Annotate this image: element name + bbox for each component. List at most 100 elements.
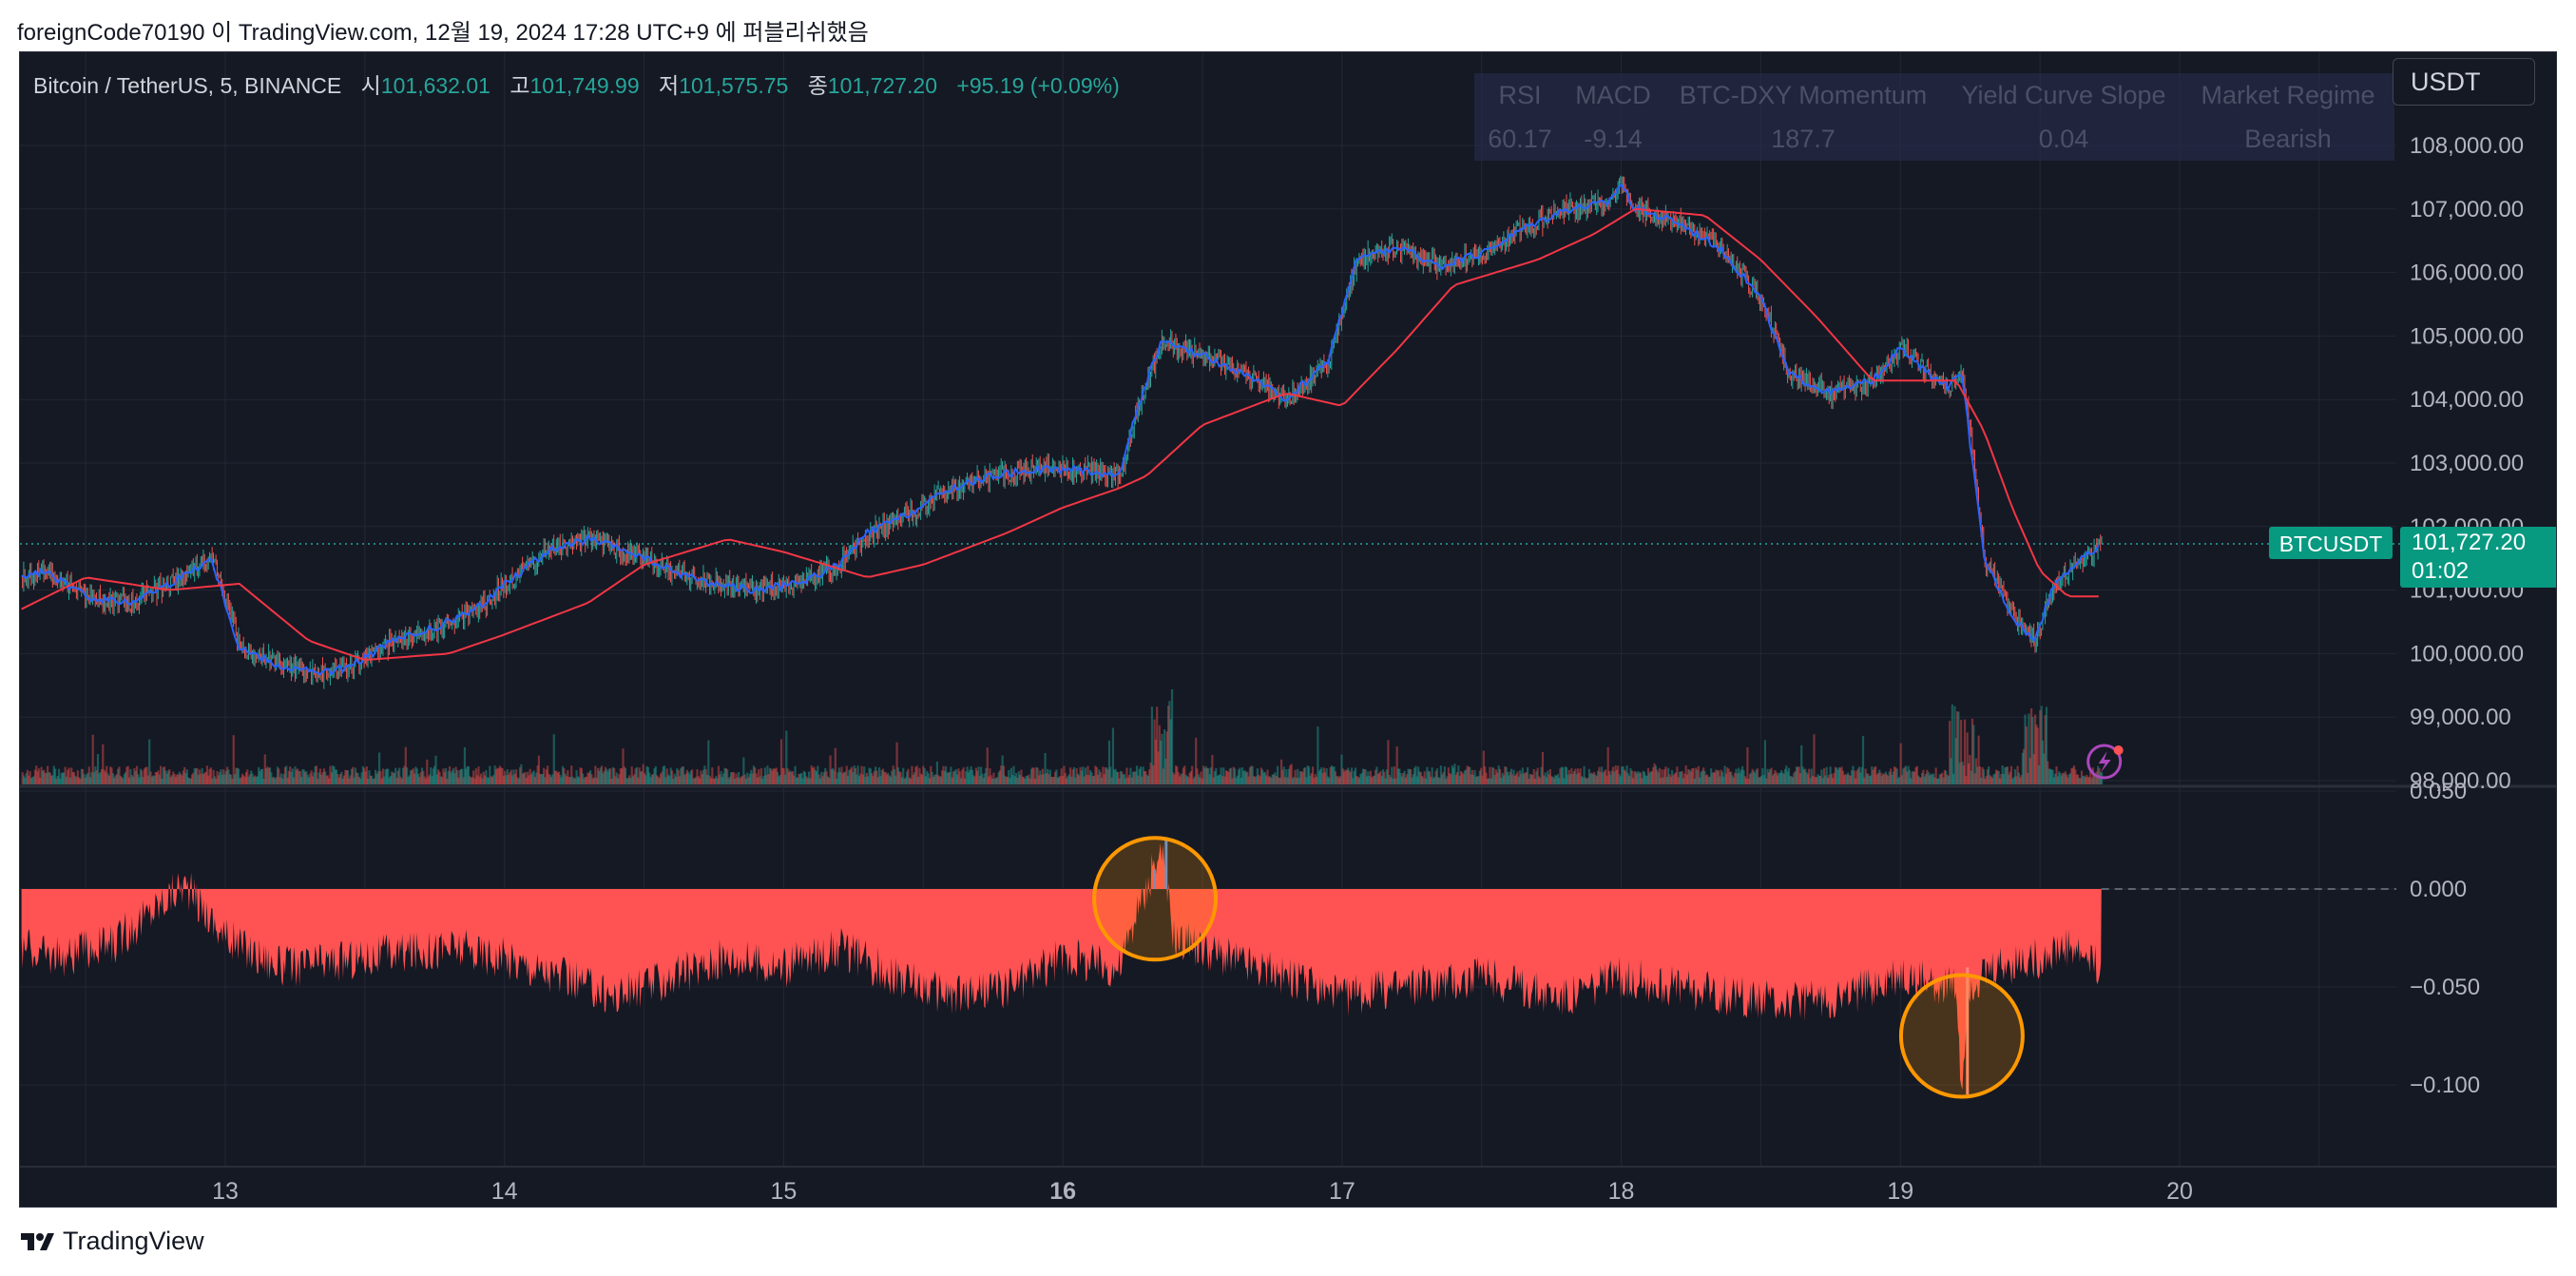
volume-bar [1093, 775, 1096, 784]
volume-bar [90, 772, 93, 784]
volume-bar [1773, 773, 1776, 784]
volume-bar [1928, 775, 1932, 784]
volume-bar [700, 770, 702, 784]
volume-bar [1537, 776, 1541, 784]
volume-bar [1189, 771, 1192, 784]
volume-bar [1473, 769, 1476, 784]
volume-bar [1024, 778, 1027, 784]
volume-bar [428, 774, 432, 784]
volume-bar [1904, 765, 1908, 784]
volume-bar [2045, 706, 2048, 784]
symbol-title[interactable]: Bitcoin / TetherUS, 5, BINANCE [33, 73, 342, 98]
volume-bar [357, 777, 361, 784]
volume-bar [2004, 767, 2007, 784]
volume-bar [567, 776, 570, 784]
volume-bar [1646, 767, 1650, 784]
volume-bar [1091, 776, 1094, 784]
close-value: 101,727.20 [827, 73, 938, 98]
volume-bar [1447, 767, 1450, 784]
volume-bar [172, 771, 175, 784]
volume-bar [1927, 772, 1930, 784]
volume-bar [1230, 767, 1233, 784]
volume-bar [1208, 774, 1211, 784]
volume-bar [268, 767, 272, 784]
volume-bar [584, 776, 586, 784]
volume-bar [728, 776, 731, 784]
volume-bar [1855, 770, 1858, 784]
volume-bar [1638, 772, 1641, 784]
volume-bar [2058, 771, 2061, 784]
volume-bar [433, 765, 436, 784]
volume-bar [1907, 765, 1910, 784]
volume-bar [877, 767, 881, 784]
volume-bar [883, 771, 886, 784]
volume-bar [1036, 767, 1039, 784]
volume-bar [1908, 769, 1912, 784]
volume-bar [938, 776, 941, 784]
volume-bar [463, 746, 467, 784]
volume-bar [1633, 771, 1636, 784]
volume-bar [310, 770, 313, 784]
volume-bar [2015, 776, 2018, 784]
volume-bar [785, 730, 788, 784]
volume-bar [1025, 775, 1028, 784]
volume-bar [963, 778, 967, 784]
volume-bar [211, 778, 214, 784]
volume-bar [354, 767, 357, 784]
volume-bar [1363, 769, 1366, 784]
volume-bar [1199, 777, 1201, 784]
volume-bar [1474, 777, 1478, 784]
volume-bar [1054, 771, 1057, 784]
volume-bar [879, 775, 882, 784]
volume-bar [1361, 768, 1365, 784]
volume-bar [828, 778, 831, 784]
volume-bar [837, 767, 840, 784]
volume-bar [711, 767, 714, 784]
volume-bar [193, 767, 196, 784]
volume-bar [1865, 773, 1869, 784]
volume-bar [865, 772, 868, 784]
volume-bar [1378, 772, 1381, 784]
volume-bar [790, 772, 793, 784]
volume-bar [1413, 767, 1416, 784]
volume-bar [590, 774, 593, 784]
x-tick-label: 15 [771, 1178, 798, 1205]
volume-bar [1988, 766, 1990, 784]
currency-button[interactable]: USDT [2393, 58, 2535, 106]
volume-bar [607, 768, 611, 784]
volume-bar [156, 772, 159, 784]
volume-bar [1050, 777, 1053, 784]
volume-bar [1911, 771, 1913, 784]
volume-bar [1930, 773, 1932, 784]
volume-bar [1320, 766, 1323, 784]
volume-bar [99, 771, 102, 784]
volume-bar [270, 772, 273, 784]
volume-bar [648, 772, 651, 784]
volume-bar [1104, 767, 1107, 784]
volume-bar [1898, 777, 1901, 784]
volume-bar [276, 766, 279, 784]
volume-bar [301, 769, 304, 784]
volume-bar [966, 766, 969, 784]
volume-bar [314, 765, 317, 784]
volume-bar [1570, 768, 1573, 784]
symbol-legend[interactable]: Bitcoin / TetherUS, 5, BINANCE 시101,632.… [33, 68, 1120, 100]
volume-bar [1295, 778, 1298, 784]
chart-canvas[interactable]: 108,000.00107,000.00106,000.00105,000.00… [20, 52, 2557, 1208]
volume-bar [1044, 752, 1047, 784]
volume-bar [318, 768, 322, 784]
volume-bar [1410, 769, 1413, 784]
chart-area[interactable]: 108,000.00 107,000.00 106,000.00 105,000.00… [19, 51, 2557, 1208]
volume-bar [393, 773, 396, 784]
volume-bar [183, 766, 186, 784]
volume-bar [1488, 778, 1490, 784]
volume-bar [40, 766, 43, 784]
volume-bar [1716, 770, 1719, 784]
volume-bar [1892, 771, 1894, 784]
volume-bar [993, 778, 996, 784]
volume-bar [1603, 771, 1605, 784]
volume-bar [2009, 765, 2013, 784]
volume-bar [1061, 775, 1065, 784]
volume-bar [683, 775, 686, 784]
